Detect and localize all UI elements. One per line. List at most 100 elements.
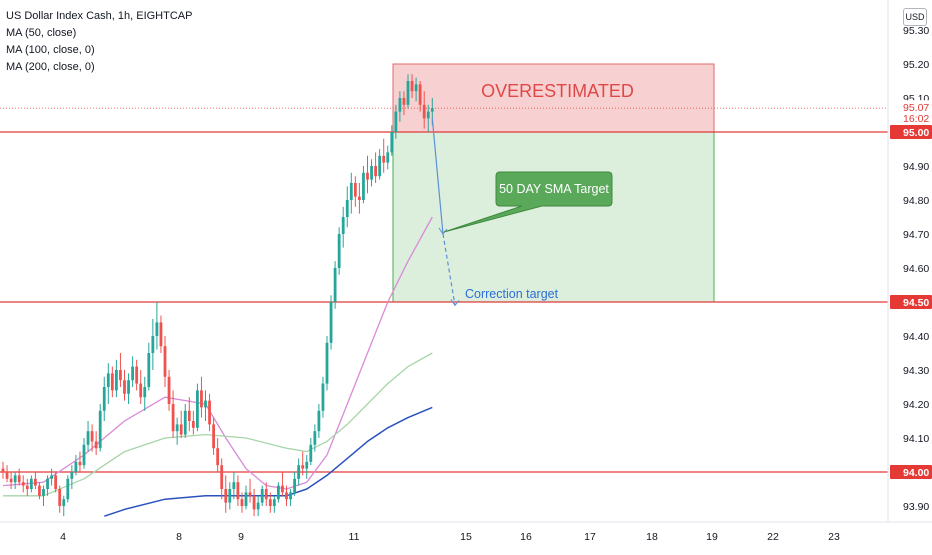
candle[interactable] bbox=[94, 431, 98, 455]
candle[interactable] bbox=[325, 336, 329, 391]
candle[interactable] bbox=[281, 472, 284, 496]
candle[interactable] bbox=[260, 485, 264, 506]
candle[interactable] bbox=[208, 393, 211, 432]
candle[interactable] bbox=[62, 495, 66, 517]
correction-arrow[interactable] bbox=[442, 233, 456, 306]
candle[interactable] bbox=[50, 468, 53, 486]
candle[interactable] bbox=[163, 336, 167, 387]
candle[interactable] bbox=[175, 417, 179, 445]
candle[interactable] bbox=[398, 91, 402, 122]
candle[interactable] bbox=[378, 149, 382, 180]
candle[interactable] bbox=[268, 492, 272, 513]
candle[interactable] bbox=[370, 159, 373, 187]
candle[interactable] bbox=[305, 455, 309, 479]
candle[interactable] bbox=[200, 376, 203, 418]
candle[interactable] bbox=[232, 472, 236, 500]
candle[interactable] bbox=[74, 455, 78, 476]
candle[interactable] bbox=[82, 438, 86, 469]
candle[interactable] bbox=[25, 478, 29, 496]
candle[interactable] bbox=[147, 342, 151, 391]
candle[interactable] bbox=[337, 227, 341, 275]
candle[interactable] bbox=[143, 376, 147, 411]
candle[interactable] bbox=[394, 104, 398, 139]
candle[interactable] bbox=[58, 485, 62, 513]
candle[interactable] bbox=[358, 183, 361, 214]
candle[interactable] bbox=[106, 363, 110, 404]
candle[interactable] bbox=[90, 424, 94, 452]
candle[interactable] bbox=[333, 261, 337, 309]
candle[interactable] bbox=[131, 356, 134, 387]
sma-callout[interactable] bbox=[443, 171, 613, 233]
candle[interactable] bbox=[406, 74, 410, 109]
candle[interactable] bbox=[422, 91, 426, 129]
currency-button[interactable]: USD bbox=[903, 8, 927, 26]
overestimated-zone[interactable] bbox=[392, 63, 715, 133]
candle[interactable] bbox=[345, 186, 349, 228]
candle[interactable] bbox=[224, 475, 228, 513]
candle[interactable] bbox=[240, 492, 244, 513]
candle[interactable] bbox=[9, 472, 13, 489]
candle[interactable] bbox=[317, 404, 321, 438]
candle[interactable] bbox=[167, 370, 171, 411]
candle[interactable] bbox=[70, 465, 74, 489]
candle[interactable] bbox=[46, 475, 49, 496]
candle[interactable] bbox=[42, 485, 45, 506]
candle[interactable] bbox=[414, 77, 418, 102]
candle[interactable] bbox=[139, 370, 143, 404]
level-badge-9500[interactable] bbox=[890, 125, 932, 139]
candle[interactable] bbox=[374, 152, 377, 183]
candle[interactable] bbox=[21, 475, 25, 493]
candle[interactable] bbox=[248, 478, 252, 503]
candle[interactable] bbox=[38, 482, 41, 500]
candle[interactable] bbox=[98, 404, 102, 452]
ma200-line[interactable] bbox=[104, 406, 433, 517]
candle[interactable] bbox=[309, 438, 313, 466]
candle[interactable] bbox=[86, 421, 90, 452]
candle[interactable] bbox=[386, 145, 390, 170]
candle[interactable] bbox=[216, 438, 220, 472]
candle[interactable] bbox=[285, 485, 288, 506]
indicator-ma50[interactable]: MA (50, close) bbox=[6, 27, 77, 39]
candle[interactable] bbox=[297, 458, 301, 486]
candle[interactable] bbox=[5, 465, 9, 483]
candle[interactable] bbox=[301, 451, 305, 476]
candle[interactable] bbox=[329, 295, 333, 350]
candle[interactable] bbox=[390, 125, 394, 156]
candle[interactable] bbox=[135, 359, 139, 391]
candle[interactable] bbox=[183, 404, 187, 438]
candle[interactable] bbox=[54, 472, 58, 493]
candle[interactable] bbox=[341, 206, 345, 248]
candle[interactable] bbox=[66, 475, 70, 503]
indicator-ma100[interactable]: MA (100, close, 0) bbox=[6, 44, 95, 56]
level-badge-9400[interactable] bbox=[890, 465, 932, 479]
candle[interactable] bbox=[212, 417, 215, 455]
candle[interactable] bbox=[228, 482, 232, 510]
candle[interactable] bbox=[256, 495, 260, 517]
candle[interactable] bbox=[119, 353, 122, 387]
candle[interactable] bbox=[204, 390, 207, 421]
price-axis[interactable] bbox=[888, 0, 932, 550]
correction-zone[interactable] bbox=[392, 131, 715, 303]
candle[interactable] bbox=[179, 410, 183, 438]
candle[interactable] bbox=[252, 489, 256, 517]
candle[interactable] bbox=[220, 458, 224, 500]
candle[interactable] bbox=[115, 359, 118, 398]
candle[interactable] bbox=[159, 315, 163, 353]
candle[interactable] bbox=[313, 424, 317, 452]
candle[interactable] bbox=[110, 366, 114, 398]
candle[interactable] bbox=[382, 138, 386, 173]
candle[interactable] bbox=[1, 461, 5, 479]
ma100-line[interactable] bbox=[3, 352, 433, 497]
candle[interactable] bbox=[289, 489, 292, 506]
candle[interactable] bbox=[244, 485, 248, 510]
candle[interactable] bbox=[272, 495, 276, 513]
candle[interactable] bbox=[191, 410, 195, 435]
candle[interactable] bbox=[353, 176, 357, 207]
candle[interactable] bbox=[78, 451, 82, 472]
candle[interactable] bbox=[127, 373, 130, 404]
candle[interactable] bbox=[362, 166, 365, 204]
candle[interactable] bbox=[196, 383, 199, 432]
candle[interactable] bbox=[349, 172, 353, 214]
